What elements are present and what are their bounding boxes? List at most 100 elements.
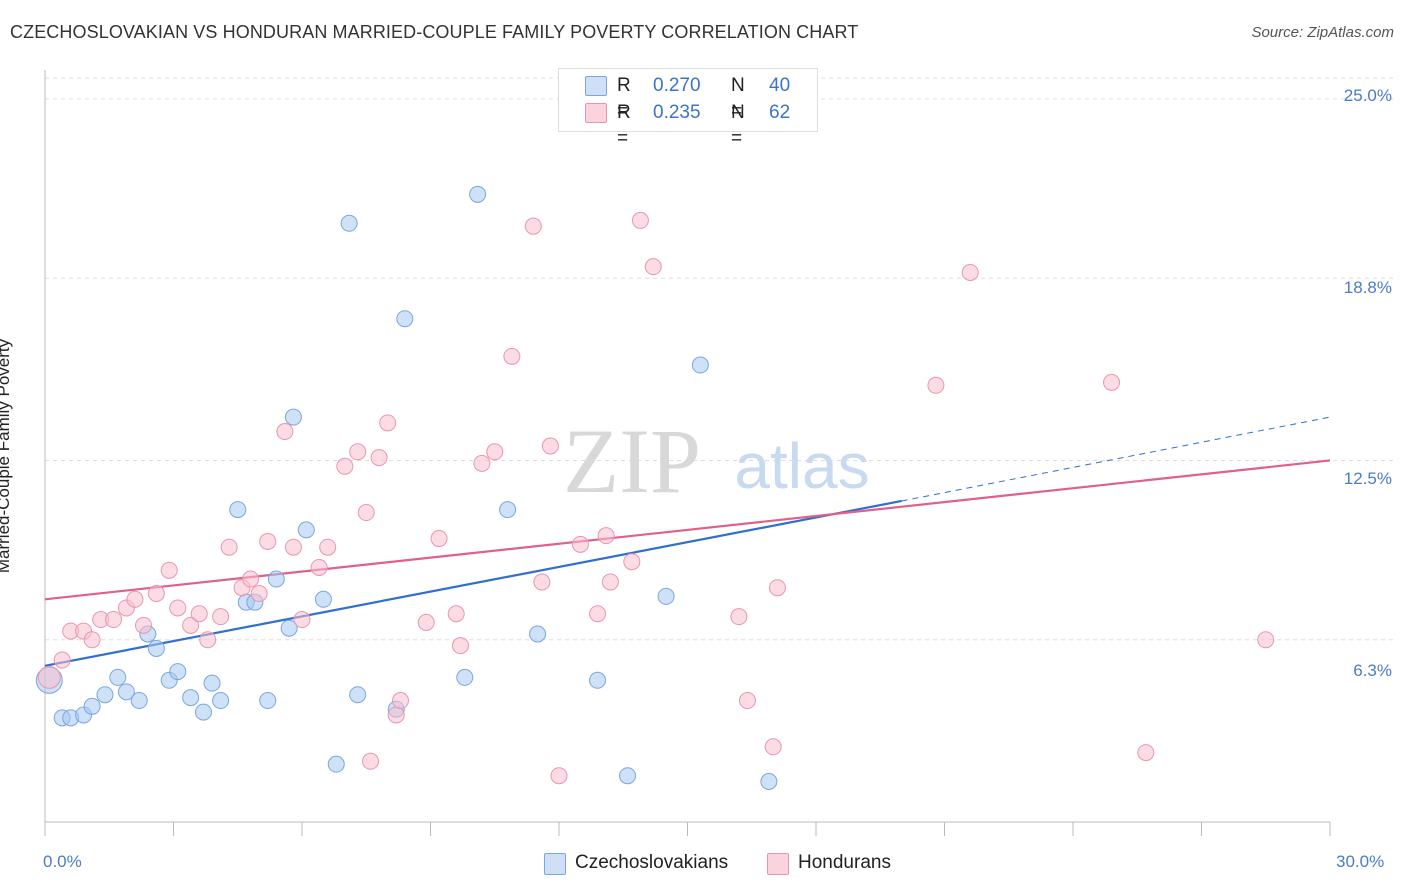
axes — [44, 70, 1331, 836]
point-honduran — [524, 217, 542, 235]
legend-label: Hondurans — [798, 852, 891, 873]
point-honduran — [126, 590, 144, 608]
point-honduran — [105, 611, 123, 629]
x-tick-label: 0.0% — [43, 852, 82, 871]
point-czechoslovakian — [589, 671, 607, 689]
point-honduran — [738, 692, 756, 710]
point-honduran — [392, 692, 410, 710]
data-points — [35, 185, 1275, 791]
point-czechoslovakian — [96, 686, 114, 704]
point-honduran — [1257, 631, 1275, 649]
trend-lines — [44, 416, 1331, 667]
point-czechoslovakian — [147, 639, 165, 657]
point-honduran — [961, 263, 979, 281]
point-honduran — [362, 752, 380, 770]
trend-line-czechoslovakians — [44, 499, 902, 667]
point-czechoslovakian — [691, 356, 709, 374]
point-honduran — [417, 613, 435, 631]
point-honduran — [601, 573, 619, 591]
point-czechoslovakian — [212, 692, 230, 710]
point-czechoslovakian — [314, 590, 332, 608]
point-honduran — [541, 437, 559, 455]
point-honduran — [319, 538, 337, 556]
point-czechoslovakian — [297, 521, 315, 539]
point-honduran — [293, 611, 311, 629]
point-czechoslovakian — [529, 625, 547, 643]
point-honduran — [212, 608, 230, 626]
source-label: Source: ZipAtlas.com — [1251, 24, 1394, 41]
n-label: N = — [731, 102, 745, 149]
legend-swatch-pink — [585, 103, 607, 123]
point-honduran — [276, 423, 294, 441]
point-honduran — [597, 527, 615, 545]
point-honduran — [336, 457, 354, 475]
legend-swatch-pink — [767, 853, 789, 875]
point-honduran — [242, 570, 260, 588]
point-honduran — [53, 651, 71, 669]
point-honduran — [644, 258, 662, 276]
point-czechoslovakian — [117, 683, 135, 701]
point-honduran — [533, 573, 551, 591]
point-czechoslovakian — [284, 408, 302, 426]
point-czechoslovakian — [83, 697, 101, 715]
point-czechoslovakian — [619, 767, 637, 785]
point-honduran — [550, 767, 568, 785]
point-honduran — [250, 585, 268, 603]
point-honduran — [1103, 373, 1121, 391]
point-czechoslovakian — [109, 668, 127, 686]
point-czechoslovakian — [499, 501, 517, 519]
point-czechoslovakian — [456, 668, 474, 686]
watermark-zip: ZIP — [563, 410, 701, 512]
point-czechoslovakian — [760, 773, 778, 791]
point-honduran — [764, 738, 782, 756]
point-honduran — [160, 561, 178, 579]
point-czechoslovakian — [229, 501, 247, 519]
r-label: R = — [617, 75, 631, 122]
point-honduran — [1137, 744, 1155, 762]
point-honduran — [182, 616, 200, 634]
point-honduran — [447, 605, 465, 623]
point-czechoslovakian — [203, 674, 221, 692]
gridlines — [45, 77, 1395, 641]
point-honduran — [589, 605, 607, 623]
point-honduran — [169, 599, 187, 617]
legend-label: Czechoslovakians — [575, 852, 729, 873]
point-honduran — [83, 631, 101, 649]
point-czechoslovakian — [469, 185, 487, 203]
point-czechoslovakian — [340, 214, 358, 232]
point-honduran — [927, 376, 945, 394]
point-honduran — [730, 608, 748, 626]
point-honduran — [768, 579, 786, 597]
point-czechoslovakian — [267, 570, 285, 588]
point-honduran — [259, 532, 277, 550]
correlation-legend: R = 0.270 N = 40 R = 0.235 N = 62 — [558, 68, 818, 149]
point-czechoslovakian — [169, 663, 187, 681]
point-czechoslovakian — [280, 619, 298, 637]
watermark: ZIP atlas — [563, 410, 870, 512]
point-honduran — [349, 443, 367, 461]
point-honduran — [370, 449, 388, 467]
point-czechoslovakian — [396, 310, 414, 328]
y-tick-label: 18.8% — [1343, 278, 1392, 297]
point-czechoslovakian — [130, 692, 148, 710]
watermark-atlas: atlas — [734, 430, 869, 502]
y-tick-label: 6.3% — [1353, 661, 1392, 680]
point-honduran — [357, 504, 375, 522]
n-value: 62 — [769, 102, 791, 123]
point-czechoslovakian — [657, 587, 675, 605]
point-honduran — [503, 347, 521, 365]
point-honduran — [623, 553, 641, 571]
point-honduran — [486, 443, 504, 461]
point-honduran — [631, 211, 649, 229]
y-tick-label: 25.0% — [1343, 86, 1392, 105]
point-honduran — [220, 538, 238, 556]
point-honduran — [135, 616, 153, 634]
point-czechoslovakian — [259, 692, 277, 710]
point-honduran — [284, 538, 302, 556]
point-honduran — [571, 535, 589, 553]
point-honduran — [37, 665, 61, 689]
trend-line-hondurans — [44, 459, 1331, 601]
x-tick-label: 30.0% — [1336, 852, 1385, 871]
point-czechoslovakian — [194, 703, 212, 721]
